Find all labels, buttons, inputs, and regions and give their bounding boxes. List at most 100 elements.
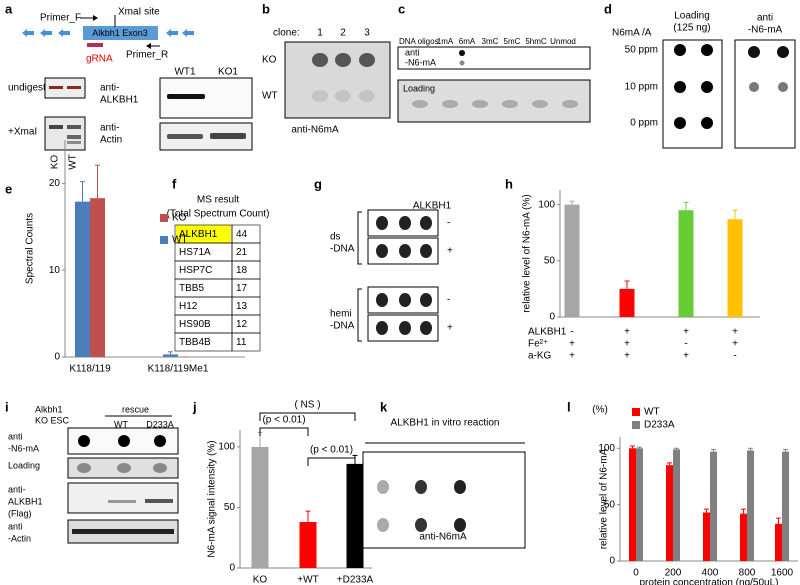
x-tick-label: +WT <box>297 575 318 585</box>
dot <box>415 518 427 532</box>
condition-sign: + <box>624 327 630 338</box>
dot <box>420 321 432 335</box>
legend-label: WT <box>644 407 660 418</box>
dot <box>153 463 167 473</box>
arrow-head <box>93 15 98 21</box>
dot <box>562 100 578 108</box>
gene-arrow <box>40 29 52 37</box>
significance-bracket <box>307 457 356 466</box>
x-tick-label: +D233A <box>337 575 374 585</box>
clone-number: 3 <box>364 28 370 39</box>
lane-label: D233A <box>146 419 174 429</box>
antibody-label: anti- <box>100 123 119 134</box>
spectrum-count: 18 <box>236 265 248 276</box>
y-tick-label: 50 <box>544 255 556 266</box>
spectrum-count: 13 <box>236 301 248 312</box>
dot <box>420 293 432 307</box>
level-label: 50 ppm <box>625 45 658 56</box>
dot <box>674 117 686 129</box>
condition-sign: + <box>569 339 575 350</box>
dot <box>377 480 389 494</box>
y-tick-label: 0 <box>609 556 615 567</box>
row-label: +XmaI <box>8 127 37 138</box>
bar <box>75 201 90 357</box>
band <box>67 86 81 89</box>
band <box>49 125 63 129</box>
reaction-title: ALKBH1 in vitro reaction <box>391 418 500 429</box>
condition-sign: - <box>733 351 736 362</box>
bar <box>727 219 743 317</box>
significance-label: (p < 0.01) <box>262 415 305 426</box>
column-label: Loading <box>674 11 710 22</box>
antibody-label: Actin <box>100 135 122 146</box>
band <box>67 135 81 139</box>
lane-label: WT <box>114 419 128 429</box>
bar <box>636 448 643 561</box>
bar <box>299 522 317 568</box>
band <box>167 134 203 139</box>
bar <box>90 198 105 357</box>
band <box>145 499 173 503</box>
x-tick-label: 800 <box>739 568 756 579</box>
bar <box>703 512 710 561</box>
sign: + <box>447 246 453 257</box>
spectrum-count: 17 <box>236 283 248 294</box>
legend-swatch <box>160 236 168 244</box>
bar <box>740 513 747 561</box>
bar <box>564 204 580 317</box>
lane-label: WT <box>68 154 79 170</box>
band <box>72 529 174 534</box>
lane-label: Alkbh1 <box>35 404 63 414</box>
oligo-name: 5hmC <box>525 37 547 46</box>
legend-swatch <box>632 421 640 429</box>
antibody-label: -N6-mA <box>8 443 39 453</box>
x-tick-label: 200 <box>665 568 682 579</box>
bar <box>710 451 717 561</box>
antibody-label: Loading <box>8 460 40 470</box>
dna-label: ds <box>330 232 341 243</box>
bracket <box>357 288 362 342</box>
panel-label: b <box>262 1 270 16</box>
condition-sign: + <box>569 351 575 362</box>
spectrum-count: 11 <box>236 337 247 348</box>
grna-bar <box>87 43 103 47</box>
condition-sign: + <box>624 339 630 350</box>
grna-label: gRNA <box>86 54 113 65</box>
dot <box>78 435 90 447</box>
condition-sign: + <box>624 351 630 362</box>
dot <box>77 463 91 473</box>
dot <box>701 117 713 129</box>
bar <box>251 446 269 568</box>
protein-name: TBB4B <box>179 337 211 348</box>
condition-sign: + <box>732 327 738 338</box>
antibody-label: -Actin <box>8 533 31 543</box>
dot <box>399 293 411 307</box>
bar <box>619 288 635 317</box>
significance-label: (p < 0.01) <box>310 445 353 456</box>
clone-number: 2 <box>340 28 346 39</box>
site-label: XmaI site <box>118 7 160 18</box>
clone-label: clone: <box>273 28 300 39</box>
dot <box>376 216 388 230</box>
significance-label: ( NS ) <box>294 400 320 411</box>
dot <box>312 90 328 102</box>
dot <box>376 321 388 335</box>
y-tick-label: 10 <box>49 265 61 276</box>
dot <box>335 53 351 67</box>
bar <box>747 450 754 561</box>
x-axis-label: protein concentration (ng/50uL) <box>640 578 779 585</box>
condition-sign: + <box>732 339 738 350</box>
panel-label: l <box>567 399 571 414</box>
dot <box>459 60 465 66</box>
lane-label: WT1 <box>174 67 196 78</box>
bar <box>782 451 789 561</box>
bar <box>673 449 680 561</box>
protein-name: ALKBH1 <box>179 229 218 240</box>
protein-name: TBB5 <box>179 283 204 294</box>
dot <box>399 216 411 230</box>
dot <box>359 53 375 67</box>
y-tick-label: 100 <box>538 199 555 210</box>
panel-label: c <box>398 1 405 16</box>
lane-label: KO1 <box>218 67 238 78</box>
y-tick-label: 20 <box>49 178 61 189</box>
